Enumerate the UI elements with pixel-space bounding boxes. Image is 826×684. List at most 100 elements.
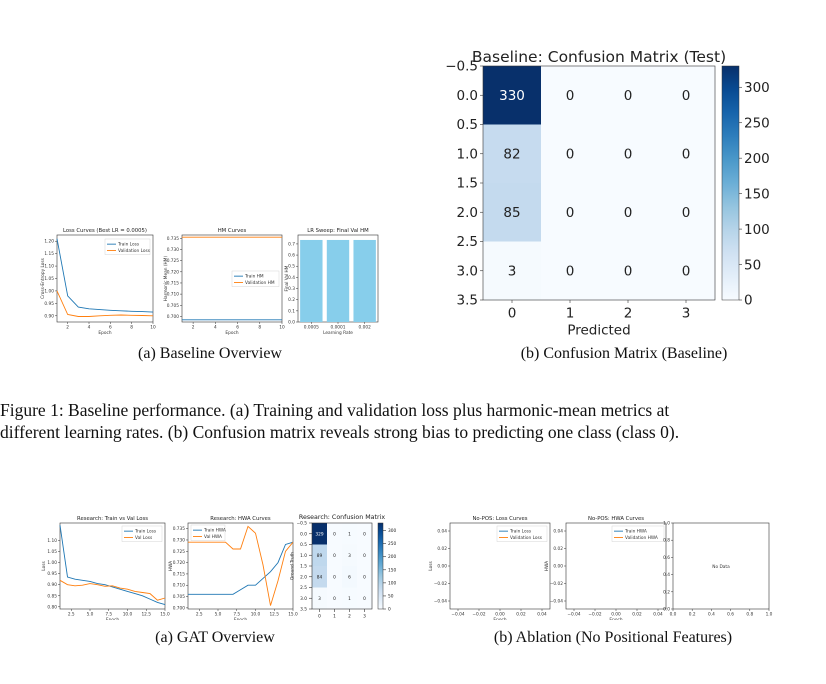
chart-title: HM Curves bbox=[218, 228, 247, 234]
no-data-annotation: No Data bbox=[712, 564, 730, 570]
x-tick-label: −0.02 bbox=[472, 611, 485, 617]
y-axis-label: Loss bbox=[428, 561, 434, 571]
x-axis-label: Epoch bbox=[234, 617, 247, 620]
y-axis-label: HWA bbox=[544, 561, 550, 571]
x-tick-label: 0.00 bbox=[611, 611, 621, 617]
x-tick-label: 0.2 bbox=[689, 611, 696, 617]
chart-title: Loss Curves (Best LR = 0.0005) bbox=[63, 228, 147, 234]
cell-value-label: 3 bbox=[318, 596, 321, 602]
x-tick-label: 0.04 bbox=[653, 611, 663, 617]
y-tick-label: 1.0 bbox=[300, 553, 307, 559]
y-tick-label: 0.5 bbox=[288, 264, 295, 270]
cell-value-label: 0 bbox=[682, 263, 691, 279]
figure-1b-caption: (b) Confusion Matrix (Baseline) bbox=[520, 345, 728, 362]
heatmap-cell bbox=[599, 183, 658, 242]
cell-value-label: 0 bbox=[363, 553, 366, 559]
legend-box bbox=[611, 525, 665, 542]
chart-title: Research: Train vs Val Loss bbox=[77, 516, 148, 522]
cell-value-label: 329 bbox=[315, 531, 323, 537]
colorbar-tick-label: 300 bbox=[744, 80, 770, 96]
heatmap-cell bbox=[327, 544, 343, 567]
y-tick-label: 0.80 bbox=[47, 604, 57, 610]
y-tick-label: 0.725 bbox=[173, 549, 186, 555]
y-tick-label: 0.730 bbox=[173, 537, 186, 543]
chart-ablation-hwa: No-POS: HWA Curves −0.04 −0.02 0.00 0.02 0.04… bbox=[544, 516, 667, 620]
legend-entry: Train Loss bbox=[134, 529, 157, 535]
y-tick-label: 0.0 bbox=[457, 88, 478, 104]
x-tick-label: 0.02 bbox=[632, 611, 642, 617]
y-tick-label: 0.8 bbox=[663, 538, 670, 544]
cell-value-label: 0 bbox=[624, 146, 633, 162]
y-tick-label: 3.0 bbox=[300, 596, 307, 602]
y-tick-label: 0.6 bbox=[663, 555, 670, 561]
x-tick-label: 3 bbox=[363, 613, 366, 619]
y-tick-label: 0.725 bbox=[167, 258, 180, 264]
chart-baseline-confusion: Baseline: Confusion Matrix (Test)330 0 0 08… bbox=[425, 50, 770, 338]
y-tick-label: 0.04 bbox=[553, 529, 563, 535]
y-axis-label: Harmonic Mean (HM) bbox=[163, 255, 169, 301]
bar bbox=[326, 239, 350, 322]
heatmap-cell bbox=[312, 544, 328, 567]
y-axis-label: Loss bbox=[41, 561, 47, 571]
plot-area bbox=[672, 522, 770, 610]
colorbar-tick-label: 250 bbox=[744, 115, 770, 131]
colorbar bbox=[377, 522, 384, 610]
y-tick-label: 1.0 bbox=[457, 146, 478, 162]
cell-value-label: 0 bbox=[333, 553, 336, 559]
x-tick-label: 1.0 bbox=[766, 611, 773, 617]
x-tick-label: 2 bbox=[66, 324, 69, 330]
legend-entry: Train Loss bbox=[509, 529, 532, 535]
heatmap-cell bbox=[657, 183, 716, 242]
colorbar-tick-label: 100 bbox=[388, 580, 396, 586]
y-tick-label: 0.715 bbox=[167, 280, 180, 286]
plot-area bbox=[187, 522, 294, 610]
series-line-0 bbox=[188, 541, 294, 595]
y-tick-label: 0.3 bbox=[288, 286, 295, 292]
y-tick-label: 1.00 bbox=[47, 560, 57, 566]
y-tick-label: 3.5 bbox=[300, 607, 307, 613]
x-axis-label: Epoch bbox=[225, 330, 238, 336]
heatmap-cell bbox=[342, 544, 358, 567]
cell-value-label: 82 bbox=[503, 146, 520, 162]
legend-entry: Validation HM bbox=[245, 280, 275, 286]
x-tick-label: 1 bbox=[333, 613, 336, 619]
cell-value-label: 0 bbox=[566, 88, 575, 104]
y-tick-label: 0.02 bbox=[437, 546, 447, 552]
chart-title: No-POS: Loss Curves bbox=[472, 516, 527, 522]
colorbar-tick-label: 150 bbox=[744, 186, 770, 202]
y-tick-label: 0.2 bbox=[288, 297, 295, 303]
legend-entry: Train Loss bbox=[117, 242, 140, 248]
x-tick-label: 0 bbox=[508, 306, 517, 322]
x-tick-label: 6 bbox=[109, 324, 112, 330]
legend-box bbox=[104, 238, 151, 255]
y-tick-label: 0.7 bbox=[288, 241, 295, 247]
heatmap-cell bbox=[483, 241, 542, 301]
y-tick-label: 2.0 bbox=[457, 205, 478, 221]
x-tick-label: 6 bbox=[236, 324, 239, 330]
chart-title: No-POS: HWA Curves bbox=[588, 516, 644, 522]
x-axis-label: Epoch bbox=[493, 617, 506, 620]
cell-value-label: 0 bbox=[624, 205, 633, 221]
y-tick-label: 2.0 bbox=[300, 574, 307, 580]
cell-value-label: 84 bbox=[317, 574, 323, 580]
y-tick-label: 0.04 bbox=[437, 529, 447, 535]
y-tick-label: 0.4 bbox=[288, 275, 295, 281]
colorbar-tick-label: 50 bbox=[744, 257, 761, 273]
y-tick-label: −0.04 bbox=[550, 599, 563, 605]
figure-2b-panels: No-POS: Loss Curves −0.04 −0.02 0.00 0.02 0.0… bbox=[428, 516, 773, 620]
legend-entry: Val Loss bbox=[135, 535, 153, 541]
cell-value-label: 89 bbox=[317, 553, 323, 559]
bar bbox=[300, 239, 323, 322]
figure-1a-caption: (a) Baseline Overview bbox=[138, 345, 282, 362]
chart-gat-confusion: Research: Confusion Matrix 329 0 1 0 89 0 3 0 84 0… bbox=[290, 514, 397, 619]
y-tick-label: 0.705 bbox=[167, 303, 180, 309]
cell-value-label: 0 bbox=[363, 596, 366, 602]
heatmap-cell bbox=[357, 544, 373, 567]
heatmap-cell bbox=[312, 587, 328, 610]
cell-value-label: 0 bbox=[682, 88, 691, 104]
x-axis-label: Epoch bbox=[609, 617, 622, 620]
heatmap-cell bbox=[312, 566, 328, 588]
series-line-0 bbox=[56, 238, 154, 313]
y-axis-label: Final Val HM bbox=[284, 265, 290, 291]
